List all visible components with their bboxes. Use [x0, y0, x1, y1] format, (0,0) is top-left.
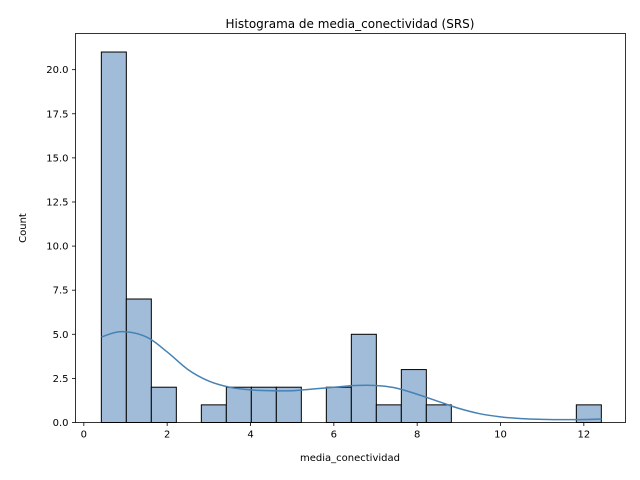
y-tick-label: 10.0: [46, 242, 68, 253]
x-axis-ticks: 0 2 4 6 8 10 12: [81, 422, 590, 441]
histogram-bar: [350, 333, 377, 423]
y-tick-label: 7.5: [53, 286, 69, 297]
x-tick-label: 0: [81, 430, 87, 441]
histogram-bar: [225, 386, 252, 423]
histogram-bar: [125, 298, 152, 423]
y-tick-label: 15.0: [46, 153, 68, 164]
x-tick-label: 4: [247, 430, 253, 441]
histogram-bar: [375, 404, 402, 423]
x-tick-label: 6: [331, 430, 337, 441]
x-tick-label: 12: [577, 430, 590, 441]
y-tick-label: 20.0: [46, 65, 68, 76]
y-tick-label: 17.5: [46, 109, 68, 120]
histogram-bar: [250, 386, 277, 423]
histogram-bar: [200, 404, 227, 423]
histogram-bar: [275, 386, 302, 423]
y-tick-label: 0.0: [53, 418, 69, 429]
x-axis-label: media_conectividad: [300, 453, 400, 464]
histogram-bar: [325, 386, 352, 423]
kde-line: [101, 330, 602, 421]
y-axis-ticks: 0.0 2.5 5.0 7.5 10.0 12.5 15.0 17.5 20.0: [46, 65, 76, 429]
histogram-bar: [425, 404, 452, 423]
bars-group: [100, 51, 602, 424]
y-axis-label: Count: [18, 213, 29, 243]
chart-title: Histograma de media_conectividad (SRS): [226, 17, 475, 31]
x-tick-label: 2: [164, 430, 170, 441]
y-tick-label: 12.5: [46, 197, 68, 208]
histogram-bar: [100, 51, 127, 424]
histogram-bar: [150, 386, 177, 423]
y-tick-label: 5.0: [53, 330, 69, 341]
x-tick-label: 8: [414, 430, 420, 441]
plot-frame: [75, 33, 626, 423]
y-tick-label: 2.5: [53, 374, 69, 385]
x-tick-label: 10: [494, 430, 507, 441]
